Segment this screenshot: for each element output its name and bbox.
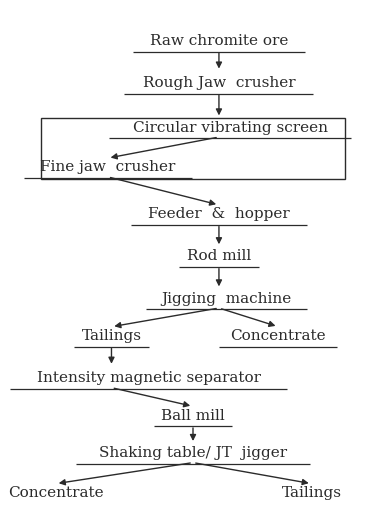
Text: Jigging  machine: Jigging machine: [161, 291, 291, 306]
Text: Concentrate: Concentrate: [230, 329, 326, 343]
Text: Rod mill: Rod mill: [187, 249, 251, 264]
Text: Tailings: Tailings: [281, 486, 342, 500]
Text: Rough Jaw  crusher: Rough Jaw crusher: [142, 76, 295, 90]
Text: Circular vibrating screen: Circular vibrating screen: [132, 121, 328, 135]
Text: Tailings: Tailings: [81, 329, 142, 343]
Text: Shaking table/ JT  jigger: Shaking table/ JT jigger: [99, 446, 287, 460]
Text: Concentrate: Concentrate: [8, 486, 104, 500]
Text: Ball mill: Ball mill: [161, 409, 225, 423]
Text: Fine jaw  crusher: Fine jaw crusher: [40, 160, 176, 174]
Text: Raw chromite ore: Raw chromite ore: [150, 34, 288, 48]
Text: Intensity magnetic separator: Intensity magnetic separator: [37, 371, 261, 385]
Text: Feeder  &  hopper: Feeder & hopper: [148, 207, 290, 221]
